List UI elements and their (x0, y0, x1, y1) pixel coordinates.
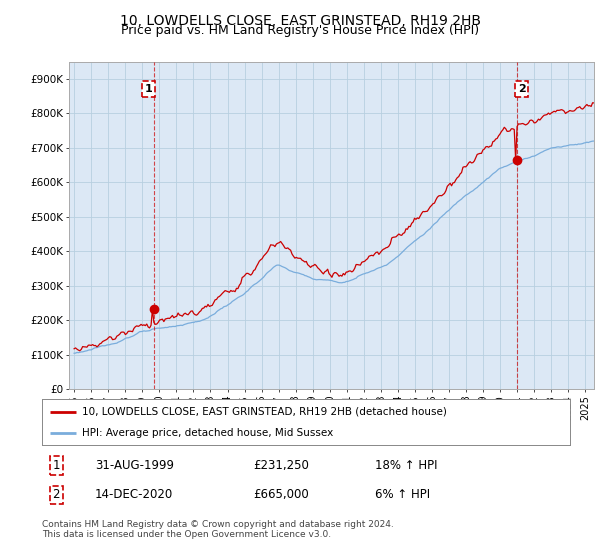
Text: 18% ↑ HPI: 18% ↑ HPI (374, 459, 437, 472)
Text: 1: 1 (145, 84, 152, 94)
Text: 1: 1 (53, 459, 60, 472)
Text: 14-DEC-2020: 14-DEC-2020 (95, 488, 173, 501)
Text: Contains HM Land Registry data © Crown copyright and database right 2024.
This d: Contains HM Land Registry data © Crown c… (42, 520, 394, 539)
Text: 10, LOWDELLS CLOSE, EAST GRINSTEAD, RH19 2HB: 10, LOWDELLS CLOSE, EAST GRINSTEAD, RH19… (119, 14, 481, 28)
Text: 2: 2 (53, 488, 60, 501)
Text: £665,000: £665,000 (253, 488, 309, 501)
Text: 31-AUG-1999: 31-AUG-1999 (95, 459, 174, 472)
Text: 10, LOWDELLS CLOSE, EAST GRINSTEAD, RH19 2HB (detached house): 10, LOWDELLS CLOSE, EAST GRINSTEAD, RH19… (82, 407, 446, 417)
Text: HPI: Average price, detached house, Mid Sussex: HPI: Average price, detached house, Mid … (82, 428, 333, 438)
Text: Price paid vs. HM Land Registry's House Price Index (HPI): Price paid vs. HM Land Registry's House … (121, 24, 479, 36)
Text: £231,250: £231,250 (253, 459, 309, 472)
Text: 6% ↑ HPI: 6% ↑ HPI (374, 488, 430, 501)
Text: 2: 2 (518, 84, 526, 94)
